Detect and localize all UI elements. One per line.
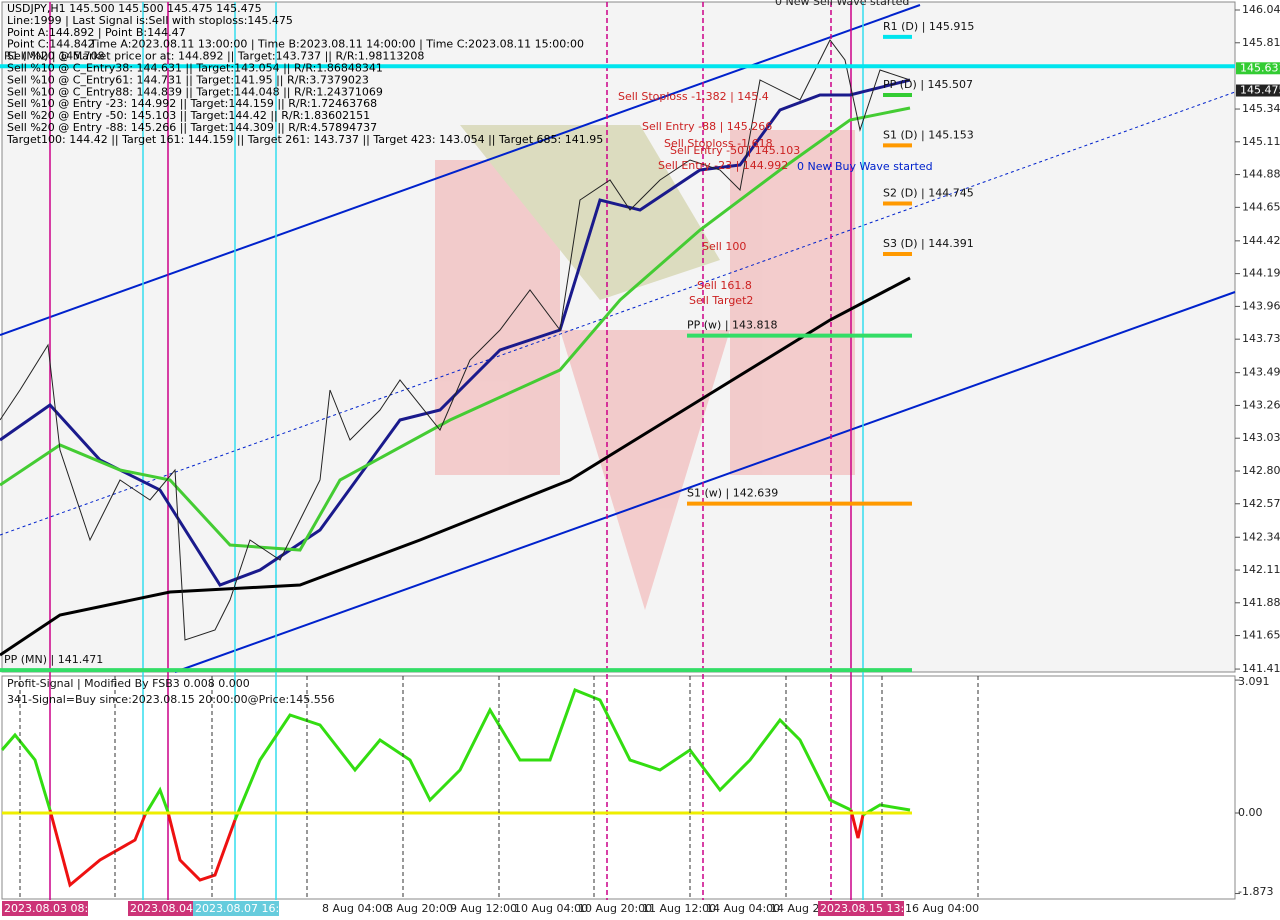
price-label: 143.495: [1242, 366, 1280, 379]
info-line: Line:1999 | Last Signal is:Sell with sto…: [7, 14, 293, 27]
time-label: 2023.08.07 16:00: [195, 902, 293, 915]
info-line: Sell %20 @ Market price or at: 144.892 |…: [7, 50, 424, 63]
annotation: Sell 161.8: [697, 279, 752, 292]
price-label: 141.415: [1242, 662, 1280, 675]
price-label: 145.345: [1242, 102, 1280, 115]
channel: [0, 4, 1236, 673]
price-label: 142.110: [1242, 563, 1280, 576]
annotation: 0 New Sell Wave started: [775, 0, 909, 8]
indicator-pane: [1, 675, 1236, 900]
level-label: PP (MN) | 141.471: [4, 653, 103, 666]
price-label: 144.420: [1242, 234, 1280, 247]
info-line: Sell %10 @ C_Entry38: 144.631 || Target:…: [7, 62, 383, 75]
price-label: 146.040: [1242, 3, 1280, 16]
indicator-axis-label: -1.873: [1238, 885, 1273, 898]
info-line: Point A:144.892 | Point B:144.47: [7, 26, 186, 39]
price-label: 141.880: [1242, 596, 1280, 609]
info-line: Sell %20 @ Entry -88: 145.266 || Target:…: [7, 121, 377, 134]
level-label: S3 (D) | 144.391: [883, 237, 974, 250]
time-box: [128, 901, 214, 916]
price-label: 144.655: [1242, 200, 1280, 213]
level-label: S2 (D) | 144.745: [883, 187, 974, 200]
watermark: [435, 125, 855, 610]
info-line: Target100: 144.42 || Target 161: 144.159…: [6, 133, 603, 146]
time-label: 14 Aug 04:00: [706, 902, 780, 915]
price-label: 143.730: [1242, 332, 1280, 345]
price-label: 145.810: [1242, 36, 1280, 49]
info-line: Point C:144.842: [7, 38, 95, 51]
level-label: S1 (w) | 142.639: [687, 487, 778, 500]
annotation: Sell Entry -50 | 145.103: [670, 144, 800, 157]
annotation: Sell Stoploss -1.618: [664, 137, 773, 150]
time-label: 2023.08.15 13:00: [820, 902, 918, 915]
price-label: 142.805: [1242, 464, 1280, 477]
price-badge: [1236, 62, 1280, 75]
price-label: 145.115: [1242, 135, 1280, 148]
annotation: Sell Entry -88 | 145.266: [642, 120, 772, 133]
price-badge-label: 145.475: [1240, 84, 1280, 97]
time-box: [193, 901, 279, 916]
price-label: 143.960: [1242, 299, 1280, 312]
info-line: Sell %10 @ C_Entry61: 144.731 || Target:…: [7, 73, 369, 86]
time-label: 2023.08.03 08:00: [4, 902, 102, 915]
time-label: 8 Aug 20:00: [386, 902, 453, 915]
price-label: 142.575: [1242, 497, 1280, 510]
level-label: R1 (D) | 145.915: [883, 20, 974, 33]
info-line: Sell %10 @ C_Entry88: 144.839 || Target:…: [7, 85, 383, 98]
price-label: 141.650: [1242, 629, 1280, 642]
info-line: Time A:2023.08.11 13:00:00 | Time B:2023…: [89, 38, 584, 51]
price-label: 143.035: [1242, 431, 1280, 444]
annotation: 0 New Buy Wave started: [797, 160, 933, 173]
info-line: Sell %20 @ Entry -50: 145.103 || Target:…: [7, 109, 370, 122]
time-label: 10 Aug 04:00: [514, 902, 588, 915]
price-label: 142.340: [1242, 530, 1280, 543]
annotation: Sell Stoploss -1.382 | 145.4: [618, 90, 769, 103]
annotation: Sell Target2: [689, 294, 753, 307]
time-label: 9 Aug 12:00: [450, 902, 517, 915]
price-label: 144.885: [1242, 168, 1280, 181]
time-label: 10 Aug 20:00: [578, 902, 652, 915]
level-label: PP (D) | 145.507: [883, 78, 973, 91]
oscillator: [0, 688, 911, 888]
time-label: 8 Aug 04:00: [322, 902, 389, 915]
level-label: R1 (MN) | 145.708: [4, 49, 105, 62]
indicator-title: Profit-Signal | Modified By FSB3 0.008 0…: [7, 677, 250, 690]
time-label: 11 Aug 12:00: [642, 902, 716, 915]
markers: [49, 2, 864, 900]
annotation: Sell Entry -23 | 144.992: [658, 159, 788, 172]
moving-averages: [0, 39, 911, 657]
price-label: 143.265: [1242, 398, 1280, 411]
price-badge: [1236, 84, 1280, 97]
time-label: 16 Aug 04:00: [905, 902, 979, 915]
annotation: Sell 100: [702, 240, 746, 253]
time-box: [818, 901, 904, 916]
time-box: [2, 901, 88, 916]
indicator-axis-label: 0.00: [1238, 806, 1263, 819]
level-label: S1 (D) | 145.153: [883, 128, 974, 141]
info-line: USDJPY,H1 145.500 145.500 145.475 145.47…: [7, 2, 262, 15]
indicator-signal: 341-Signal=Buy since:2023.08.15 20:00:00…: [7, 693, 335, 706]
info-line: Sell %10 @ Entry -23: 144.992 || Target:…: [7, 97, 377, 110]
price-label: 144.190: [1242, 267, 1280, 280]
level-label: PP (w) | 143.818: [687, 319, 778, 332]
price-badge-label: 145.631: [1240, 61, 1280, 74]
indicator-axis-label: 3.091: [1238, 675, 1270, 688]
